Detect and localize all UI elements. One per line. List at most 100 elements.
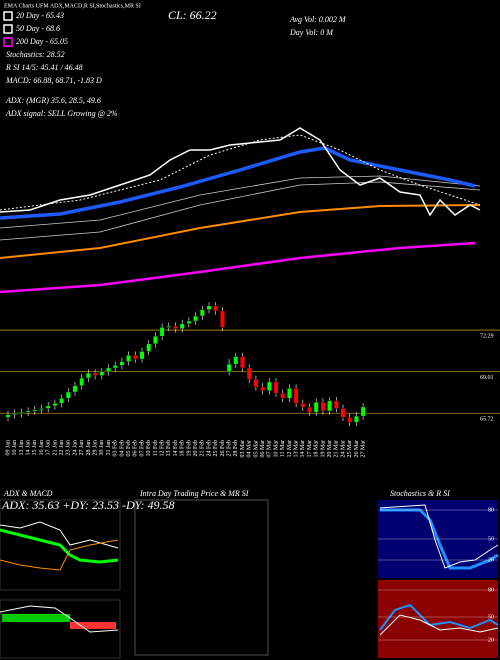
- candle-body: [25, 410, 31, 413]
- x-tick-label: 11 Mar: [280, 440, 286, 457]
- x-tick-label: 13 Jan: [19, 440, 25, 456]
- candle-body: [173, 325, 178, 329]
- x-tick-label: 31 Jan: [106, 440, 112, 456]
- candle-body: [132, 355, 138, 360]
- band-line: [0, 181, 481, 241]
- x-tick-label: 12 Mar: [287, 440, 293, 458]
- candle-body: [320, 401, 326, 412]
- stochastics-title: Stochastics & R SI: [390, 489, 450, 498]
- candle-body: [85, 372, 91, 379]
- candle-body: [99, 371, 105, 376]
- ema-line-dotted: [0, 134, 481, 211]
- x-tick-label: 21 Mar: [334, 440, 340, 458]
- candle-body: [293, 388, 299, 404]
- candle-body: [119, 361, 125, 366]
- candle-body: [92, 372, 98, 376]
- y-tick-label: 65.72: [480, 417, 494, 423]
- close-label: CL: 66.22: [168, 8, 217, 22]
- candle-body: [59, 398, 65, 404]
- candle-body: [266, 381, 272, 391]
- legend-swatch: [3, 37, 13, 47]
- intraday-panel: [134, 499, 269, 656]
- stochastic-line: [380, 508, 499, 570]
- x-tick-label: 05 Feb: [126, 440, 132, 457]
- price-line: [0, 127, 481, 217]
- x-tick-label: 20 Feb: [193, 440, 199, 457]
- x-tick-label: 24 Mar: [340, 440, 346, 458]
- indicator-label: ADX: (MGR) 35.6, 28.5, 49.6: [5, 96, 101, 105]
- adx-title: ADX & MACD: [3, 489, 53, 498]
- candle-body: [246, 367, 252, 380]
- x-tick-label: 07 Mar: [267, 440, 273, 458]
- candle-body: [166, 325, 172, 328]
- x-tick-label: 18 Feb: [180, 440, 186, 457]
- x-tick-label: 28 Feb: [233, 440, 239, 457]
- indicator-label: ADX signal: SELL Growing @ 2%: [5, 109, 118, 118]
- candle-body: [287, 388, 292, 399]
- x-tick-label: 05 Mar: [253, 440, 259, 458]
- x-tick-label: 20 Mar: [327, 440, 333, 458]
- candle-body: [126, 355, 132, 362]
- legend-label: 50 Day - 68.6: [16, 24, 60, 33]
- candle-body: [313, 401, 319, 413]
- x-tick-label: 06 Feb: [133, 440, 139, 457]
- candle-body: [226, 363, 232, 372]
- candle-body: [72, 385, 78, 393]
- candle-body: [12, 413, 18, 415]
- band-line: [0, 175, 481, 229]
- candle-body: [273, 381, 279, 394]
- candle-body: [39, 408, 44, 410]
- x-tick-label: 14 Feb: [173, 440, 179, 457]
- candle-body: [327, 400, 332, 412]
- ema-50-line: [0, 204, 481, 259]
- candle-body: [193, 315, 198, 322]
- candle-body: [65, 391, 71, 399]
- candle-body: [233, 356, 239, 365]
- x-tick-label: 15 Jan: [32, 440, 38, 456]
- indicator-label: R SI 14/5: 45.41 / 46.48: [5, 63, 83, 72]
- x-tick-label: 27 Jan: [79, 440, 85, 456]
- candle-body: [333, 400, 339, 409]
- candle-body: [146, 343, 152, 352]
- x-tick-label: 03 Feb: [113, 440, 119, 457]
- x-tick-label: 10 Jan: [12, 440, 18, 456]
- x-tick-label: 23 Jan: [66, 440, 72, 456]
- x-tick-label: 07 Feb: [139, 440, 145, 457]
- indicator-label: Stochastics: 28.52: [6, 50, 65, 59]
- ema-20-line: [0, 146, 476, 220]
- x-tick-label: 10 Feb: [146, 440, 152, 457]
- y-tick-label: 69.01: [480, 375, 494, 381]
- candle-body: [240, 356, 245, 369]
- x-tick-label: 21 Feb: [200, 440, 206, 457]
- di-line: [0, 539, 119, 571]
- candle-body: [206, 305, 212, 310]
- candle-body: [79, 377, 85, 386]
- x-tick-label: 14 Mar: [300, 440, 306, 458]
- rsi-signal: [379, 614, 499, 636]
- candle-body: [186, 320, 192, 324]
- rsi-tick-label: 80: [488, 587, 494, 593]
- x-tick-label: 17 Jan: [46, 440, 52, 456]
- x-tick-label: 22 Jan: [59, 440, 65, 456]
- x-tick-label: 26 Mar: [354, 440, 360, 458]
- macd-line: [0, 605, 119, 633]
- header: EMA Charts UFM ADX,MACD,R SI,Stochastics…: [4, 3, 141, 9]
- x-tick-label: 12 Feb: [159, 440, 165, 457]
- candle-body: [106, 367, 111, 372]
- candle-body: [253, 379, 259, 388]
- x-tick-label: 28 Jan: [86, 440, 92, 456]
- x-tick-label: 03 Mar: [240, 440, 246, 458]
- candle-body: [45, 405, 51, 409]
- x-tick-label: 04 Mar: [247, 440, 253, 458]
- x-tick-label: 09 Jan: [5, 440, 11, 456]
- candle-body: [139, 351, 145, 360]
- di-line: [0, 521, 119, 549]
- candle-body: [52, 403, 58, 407]
- candle-body: [159, 327, 165, 337]
- stoch-tick-label: 50: [488, 536, 494, 542]
- x-tick-label: 14 Jan: [25, 440, 31, 456]
- x-tick-label: 17 Mar: [307, 440, 313, 458]
- x-tick-label: 16 Jan: [39, 440, 45, 456]
- avg-vol: Avg Vol: 0.002 M: [289, 15, 347, 24]
- candle-body: [354, 415, 359, 423]
